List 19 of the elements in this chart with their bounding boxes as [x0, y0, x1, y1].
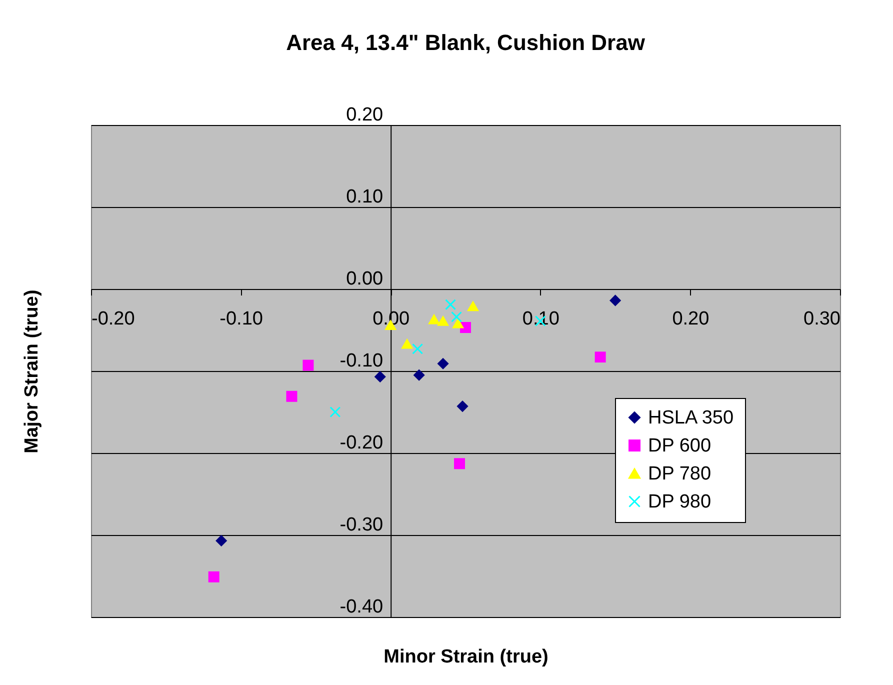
y-tick-label: -0.20 [340, 432, 384, 454]
y-tick-label: 0.20 [346, 104, 384, 126]
legend-label: HSLA 350 [648, 408, 734, 428]
y-tick-label: 0.10 [346, 186, 384, 208]
legend-label: DP 980 [648, 492, 712, 512]
x-tick-label: 0.30 [804, 308, 840, 330]
x-axis-title: Minor Strain (true) [384, 646, 548, 668]
chart-title: Area 4, 13.4" Blank, Cushion Draw [286, 30, 646, 55]
y-tick-label: 0.00 [346, 268, 384, 290]
y-tick-label: -0.40 [340, 596, 384, 618]
legend-label: DP 780 [648, 464, 712, 484]
y-axis-title: Major Strain (true) [22, 290, 42, 454]
y-tick-label: -0.30 [340, 514, 384, 536]
x-tick-label: 0.20 [672, 308, 710, 330]
y-tick-label: -0.10 [340, 350, 384, 372]
x-tick-label: 0.10 [522, 308, 560, 330]
x-tick-label: -0.20 [92, 308, 135, 330]
legend-label: DP 600 [648, 436, 712, 456]
x-tick-label: -0.10 [220, 308, 263, 330]
